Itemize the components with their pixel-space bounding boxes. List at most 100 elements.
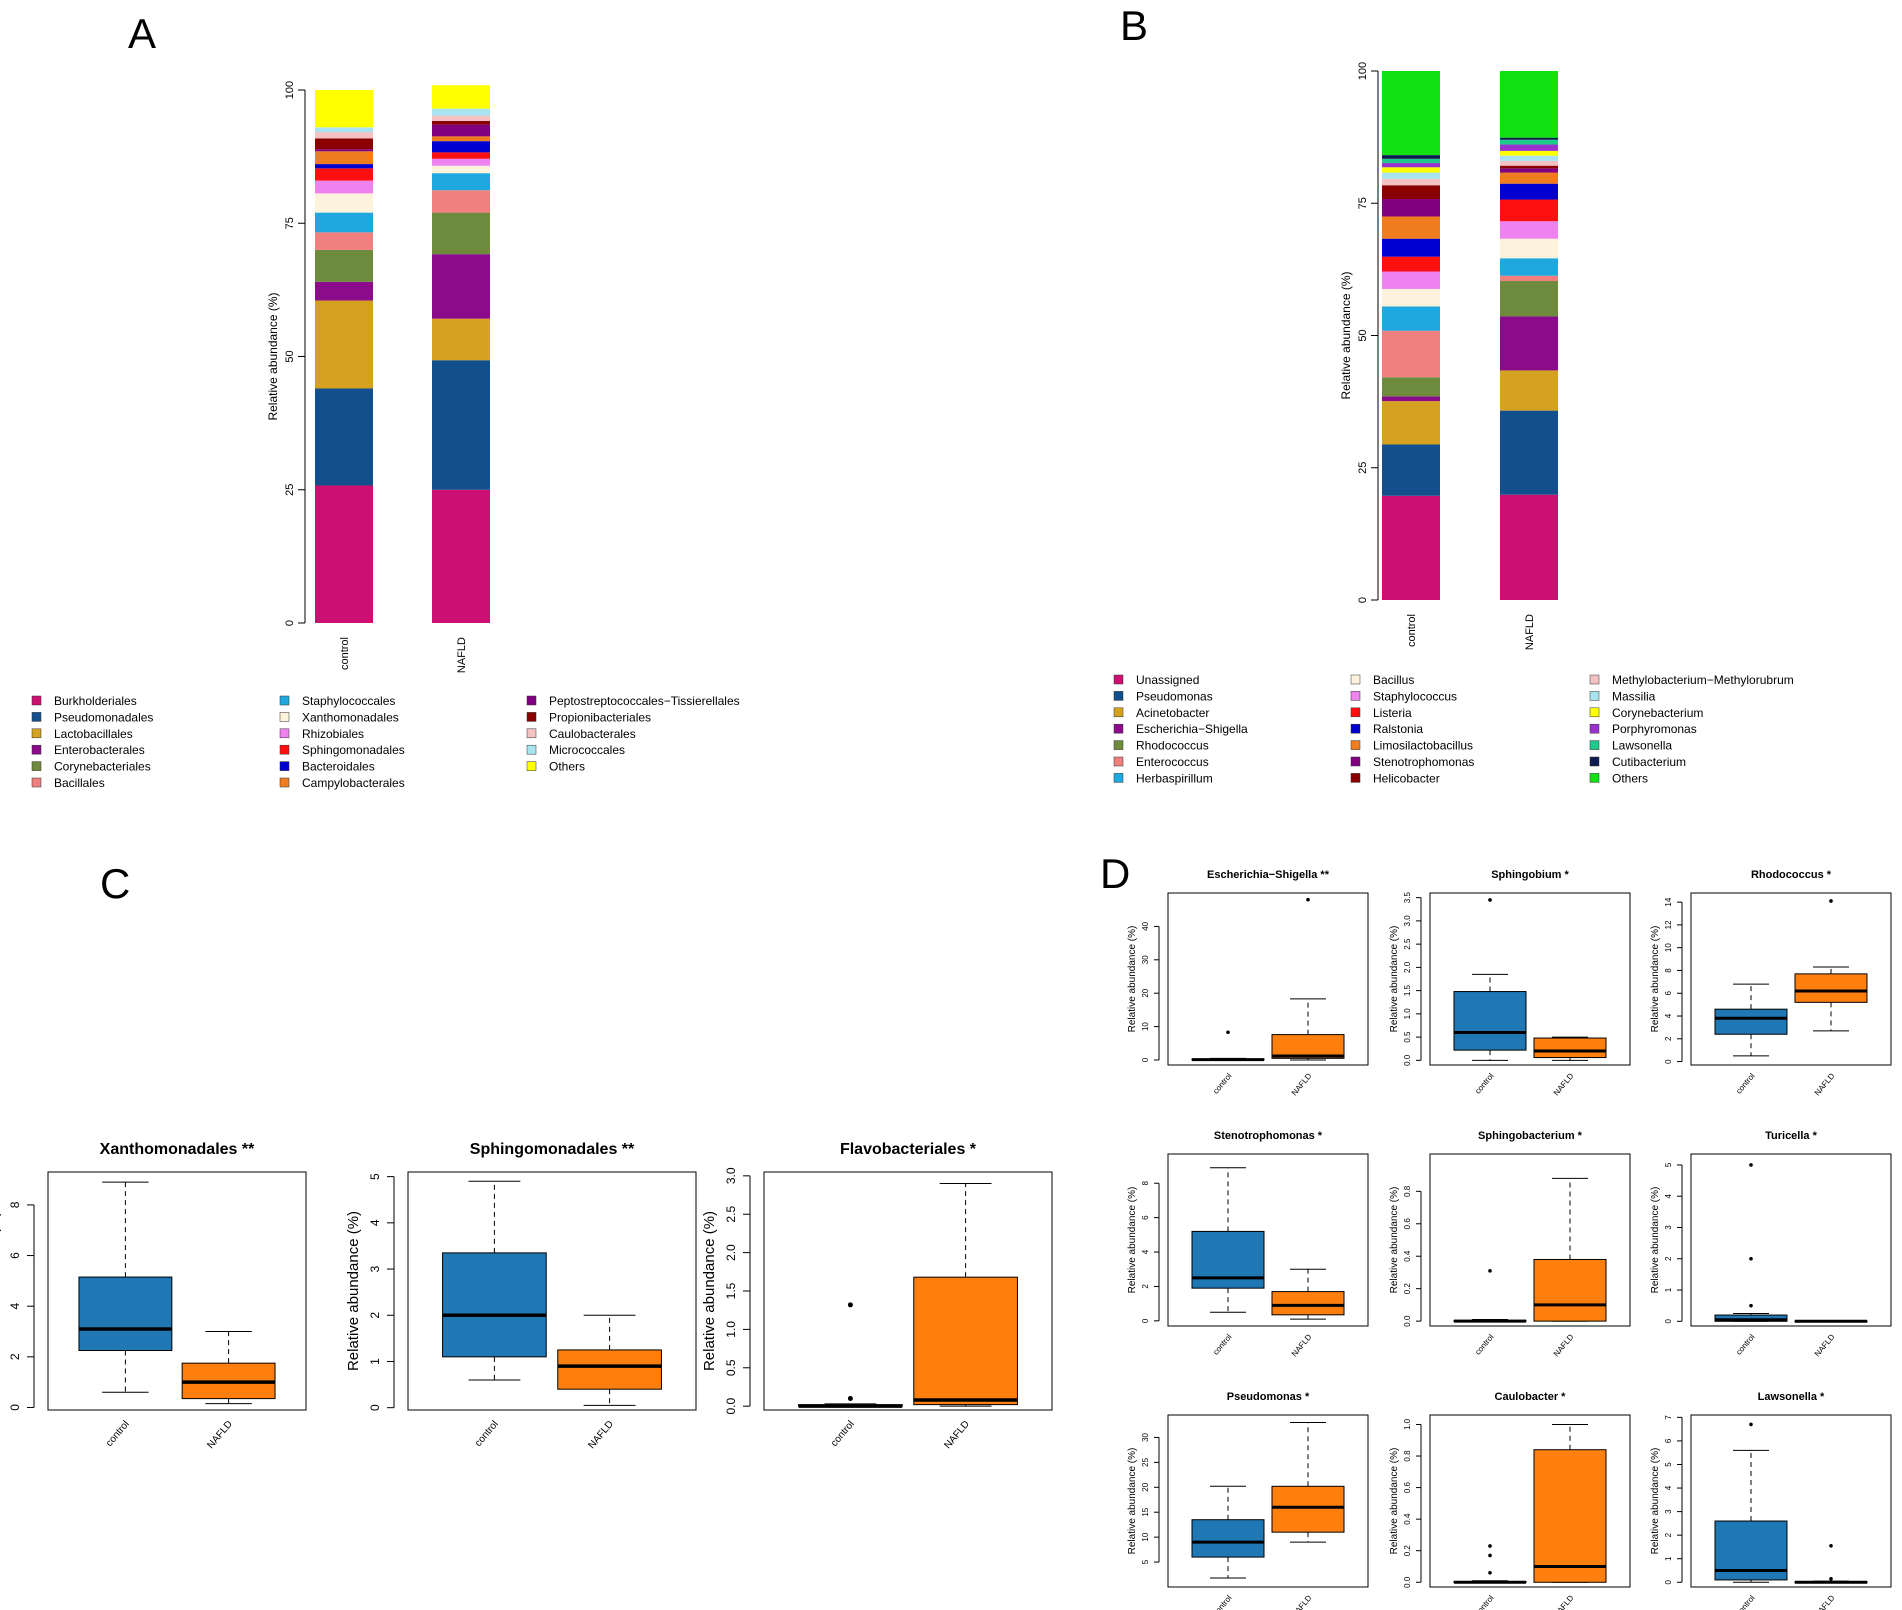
bar-segment-peptostreptococcales-tissierellales (315, 149, 373, 152)
legend-swatch (526, 761, 537, 771)
legend-label: Rhodococcus (1136, 739, 1209, 753)
y-tick-label: 7 (1664, 1415, 1673, 1420)
x-tick-label: NAFLD (1813, 1071, 1837, 1097)
y-axis-label: Relative abundance (%) (1650, 1187, 1661, 1294)
y-tick-label: 0 (1141, 1057, 1150, 1062)
legend-swatch (31, 695, 42, 706)
outlier-point (1488, 898, 1492, 902)
legend-label: Bacillales (54, 776, 105, 790)
y-tick-label: 0.5 (724, 1359, 738, 1376)
y-tick-label: 30 (1141, 955, 1150, 964)
y-tick-label: 4 (1664, 1013, 1673, 1018)
x-tick-label: NAFLD (1552, 1332, 1576, 1358)
x-tick-label: control (1473, 1332, 1495, 1356)
legend-swatch (1350, 740, 1361, 750)
x-tick-label: control (1734, 1593, 1756, 1610)
legend-swatch (1113, 674, 1124, 685)
y-tick-label: 25 (284, 484, 296, 496)
category-label: control (339, 637, 351, 670)
bar-segment-lactobacillales (315, 300, 373, 389)
legend-label: Xanthomonadales (302, 710, 399, 724)
y-tick-label: 20 (1141, 1482, 1150, 1491)
bar-segment-helicobacter (1382, 185, 1440, 200)
x-tick-label: control (473, 1419, 501, 1449)
y-tick-label: 0 (1357, 597, 1369, 603)
legend-label: Lactobacillales (54, 727, 133, 741)
y-tick-label: 0.0 (1403, 1576, 1412, 1588)
bar-segment-staphylococcus (1382, 271, 1440, 289)
y-tick-label: 0.5 (1403, 1031, 1412, 1043)
y-tick-label: 4 (1664, 1193, 1673, 1198)
bar-segment-rhizobiales (432, 158, 490, 166)
outlier-point (847, 1395, 853, 1401)
y-tick-label: 0.0 (1403, 1054, 1412, 1066)
x-tick-label: control (1734, 1071, 1756, 1095)
bar-segment-methylobacterium-methylorubrum (1500, 160, 1558, 166)
bar-segment-corynebacteriales (432, 212, 490, 255)
plot-title: Sphingobium * (1491, 869, 1569, 881)
y-tick-label: 2.5 (724, 1206, 738, 1223)
y-tick-label: 10 (1664, 943, 1673, 952)
y-tick-label: 30 (1141, 1432, 1150, 1441)
legend-label: Bacillus (1373, 673, 1414, 687)
x-tick-label: NAFLD (1290, 1071, 1314, 1097)
legend-swatch (1113, 707, 1124, 718)
legend-label: Helicobacter (1373, 771, 1440, 785)
outlier-point (1749, 1303, 1753, 1308)
box-nafld (913, 1276, 1018, 1406)
y-tick-label: 5 (368, 1173, 382, 1180)
y-tick-label: 4 (1141, 1249, 1150, 1254)
y-axis-label: Relative abundance (%) (1650, 1448, 1661, 1555)
bar-segment-caulobacterales (432, 115, 490, 121)
bar-segment-pseudomonadales (315, 388, 373, 486)
bar-segment-helicobacter (1500, 165, 1558, 169)
y-tick-label: 6 (8, 1252, 22, 1259)
y-axis-label: Relative abundance (%) (701, 1211, 718, 1371)
y-tick-label: 0 (1141, 1318, 1150, 1323)
y-tick-label: 25 (1141, 1457, 1150, 1466)
y-axis-label: Relative abundance (%) (1127, 926, 1138, 1033)
bar-segment-rhodococcus (1382, 377, 1440, 397)
y-tick-label: 3.0 (724, 1167, 738, 1184)
y-tick-label: 1.0 (1403, 1418, 1412, 1430)
legend-label: Porphyromonas (1612, 722, 1697, 736)
bar-segment-limosilactobacillus (1500, 172, 1558, 184)
legend-swatch (1350, 723, 1361, 734)
legend-label: Lawsonella (1612, 739, 1672, 753)
bar-segment-micrococcales (432, 108, 490, 116)
y-tick-label: 2.0 (724, 1244, 738, 1261)
bar-segment-methylobacterium-methylorubrum (1382, 178, 1440, 186)
y-axis-label: Relative abundance (%) (1339, 271, 1353, 399)
legend-swatch (31, 761, 42, 771)
y-axis-label: Relative abundance (%) (345, 1211, 362, 1371)
box-nafld (1533, 1037, 1607, 1059)
bar-segment-campylobacterales (432, 136, 490, 142)
plot-frame (1167, 1153, 1369, 1327)
panel-a-stacked-bar-chart: 0 25 50 75 100 Relative abundance (%) control N… (31, 81, 740, 790)
bar-segment-massilia (1500, 155, 1558, 161)
legend-label: Caulobacterales (549, 727, 636, 741)
x-tick-label: control (1211, 1593, 1233, 1610)
y-tick-label: 8 (1141, 1180, 1150, 1185)
bar-segment-bacillus (1382, 288, 1440, 307)
outlier-point (1829, 1576, 1833, 1581)
legend-swatch (1589, 674, 1600, 685)
y-tick-label: 5 (1664, 1462, 1673, 1467)
y-tick-label: 2.0 (1403, 961, 1412, 973)
bar-segment-xanthomonadales (315, 193, 373, 213)
bar-segment-acinetobacter (1382, 401, 1440, 445)
y-axis-label: Relative abundance (%) (1389, 1448, 1400, 1555)
plot-title: Sphingobacterium * (1478, 1130, 1583, 1142)
bar-segment-pseudomonas (1382, 444, 1440, 496)
panel-labels: A B C D (100, 2, 1148, 907)
box-nafld (1533, 1258, 1607, 1322)
y-tick-label: 3.5 (1403, 892, 1412, 904)
legend-swatch (1589, 723, 1600, 734)
box-nafld (1794, 973, 1868, 1003)
x-tick-label: NAFLD (1552, 1593, 1576, 1610)
legend-label: Sphingomonadales (302, 743, 405, 757)
legend-swatch (526, 695, 537, 706)
y-tick-label: 40 (1141, 921, 1150, 930)
outlier-point (1488, 1570, 1492, 1575)
